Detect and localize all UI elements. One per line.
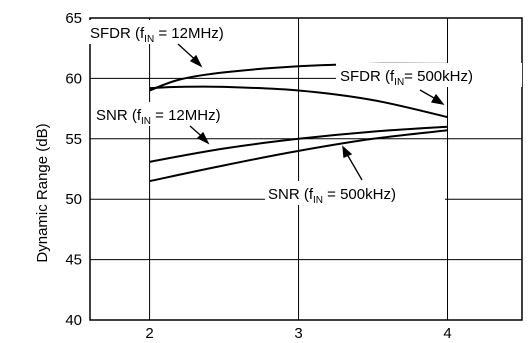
annotation-sfdr-500khz-rest: = 500kHz) [404, 68, 473, 85]
arrowhead-sfdr-12mhz [189, 54, 203, 68]
y-tick-label-65: 65 [65, 10, 82, 27]
y-tick-label-45: 45 [65, 252, 82, 269]
series-line-3 [149, 129, 448, 183]
y-tick-label-50: 50 [65, 191, 82, 208]
x-tick-label-3: 3 [294, 325, 302, 342]
y-tick-label-55: 55 [65, 131, 82, 148]
plot-frame [89, 17, 523, 321]
annotation-bg-snr-500khz [265, 181, 445, 205]
annotation-sfdr-12mhz-sub: IN [144, 34, 154, 45]
arrowhead-snr-12mhz [196, 131, 210, 145]
annotation-snr-500khz-main: SNR (f [268, 186, 314, 203]
annotation-bg-sfdr-500khz [336, 63, 522, 87]
annotation-sfdr-500khz: SFDR (fIN= 500kHz) [340, 68, 473, 88]
x-tick-label-4: 4 [443, 325, 451, 342]
x-tick-label-2: 2 [145, 325, 153, 342]
annotation-snr-500khz-sub: IN [313, 195, 323, 206]
annotation-bg-snr-12mhz [93, 102, 259, 126]
y-tick-label-60: 60 [65, 70, 82, 87]
annotation-arrows [177, 43, 445, 181]
series-line-2 [149, 125, 448, 163]
annotation-snr-12mhz-sub: IN [141, 116, 151, 127]
annotation-sfdr-500khz-sub: IN [394, 77, 404, 88]
annotation-sfdr-12mhz-rest: = 12MHz) [154, 25, 224, 42]
tick-labels: 40 45 50 55 60 65 2 3 4 [65, 10, 451, 342]
arrowhead-snr-500khz [342, 145, 353, 158]
annotation-snr-12mhz: SNR (fIN = 12MHz) [96, 107, 221, 127]
annotation-snr-12mhz-rest: = 12MHz) [151, 107, 221, 124]
y-tick-label-40: 40 [65, 312, 82, 329]
annotation-snr-500khz-rest: = 500kHz) [323, 186, 396, 203]
series-line-1 [149, 85, 448, 119]
annotation-sfdr-500khz-main: SFDR (f [340, 68, 395, 85]
annotation-sfdr-12mhz-main: SFDR (f [90, 25, 145, 42]
annotation-bg-sfdr-12mhz [88, 20, 276, 44]
arrowhead-sfdr-500khz [430, 93, 445, 105]
annotation-snr-12mhz-main: SNR (f [96, 107, 142, 124]
annotation-sfdr-12mhz: SFDR (fIN = 12MHz) [90, 25, 224, 45]
y-axis-label: Dynamic Range (dB) [34, 123, 51, 262]
annotation-snr-500khz: SNR (fIN = 500kHz) [268, 186, 396, 206]
